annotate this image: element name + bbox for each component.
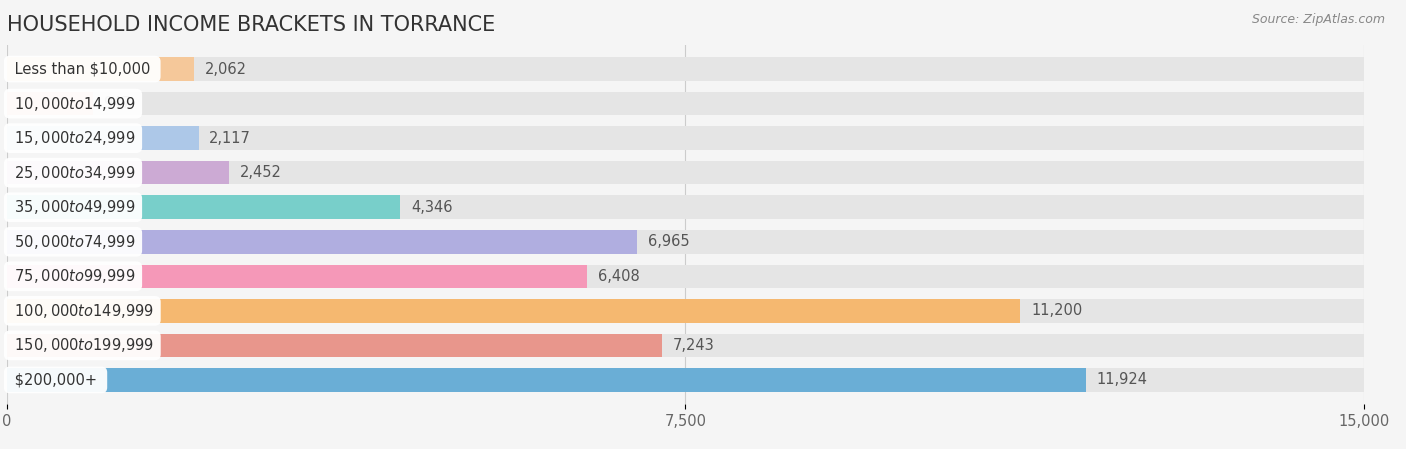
Bar [7,195,1364,219]
Bar [7,264,1364,288]
Bar [7,127,1364,150]
Text: $15,000 to $24,999: $15,000 to $24,999 [10,129,136,147]
Text: 11,924: 11,924 [1097,372,1147,387]
Bar [7,161,1364,185]
Text: 11,200: 11,200 [1031,304,1083,318]
Text: HOUSEHOLD INCOME BRACKETS IN TORRANCE: HOUSEHOLD INCOME BRACKETS IN TORRANCE [7,15,495,35]
Text: $35,000 to $49,999: $35,000 to $49,999 [10,198,136,216]
Bar [7,334,662,357]
Bar [7,264,586,288]
Text: 2,117: 2,117 [209,131,252,145]
Text: 947: 947 [104,96,131,111]
Bar [7,92,1364,115]
Bar [7,57,1364,81]
Text: Less than $10,000: Less than $10,000 [10,62,155,77]
Text: 4,346: 4,346 [411,200,453,215]
Text: $150,000 to $199,999: $150,000 to $199,999 [10,336,155,354]
Text: $75,000 to $99,999: $75,000 to $99,999 [10,267,136,285]
Text: 2,062: 2,062 [204,62,246,77]
Bar [7,299,1021,322]
Bar [7,127,198,150]
Text: 7,243: 7,243 [673,338,714,353]
Bar [7,195,401,219]
Text: $200,000+: $200,000+ [10,372,101,387]
Bar [7,299,1364,322]
Text: $10,000 to $14,999: $10,000 to $14,999 [10,95,136,113]
Bar [7,368,1364,392]
Bar [7,368,1085,392]
Bar [7,230,637,254]
Text: $25,000 to $34,999: $25,000 to $34,999 [10,164,136,182]
Text: $100,000 to $149,999: $100,000 to $149,999 [10,302,155,320]
Text: $50,000 to $74,999: $50,000 to $74,999 [10,233,136,251]
Text: 6,408: 6,408 [598,269,640,284]
Text: 6,965: 6,965 [648,234,689,249]
Bar [7,161,229,185]
Bar [7,334,1364,357]
Text: 2,452: 2,452 [239,165,281,180]
Bar [7,230,1364,254]
Bar [7,92,93,115]
Text: Source: ZipAtlas.com: Source: ZipAtlas.com [1251,13,1385,26]
Bar [7,57,194,81]
